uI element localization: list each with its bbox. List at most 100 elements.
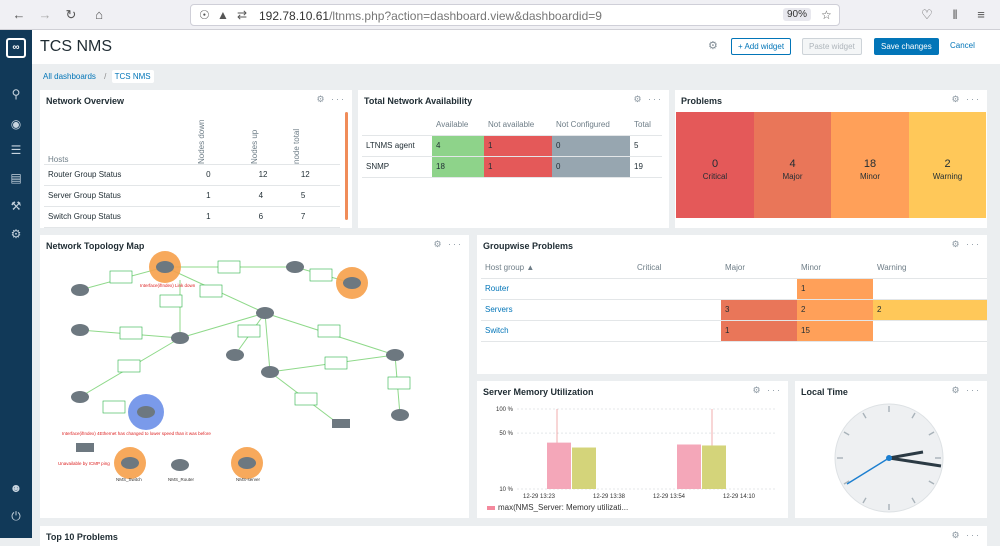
- clock-tick: [928, 431, 935, 436]
- legend-swatch: [487, 505, 495, 510]
- save-changes-button[interactable]: Save changes: [874, 38, 939, 55]
- menu-icon[interactable]: ≡: [977, 7, 985, 22]
- url-bar[interactable]: ☉ ▲ ⇄ 192.78.10.61/ltnms.php?action=dash…: [190, 4, 840, 26]
- host-group-link[interactable]: Servers: [481, 299, 633, 321]
- app-logo[interactable]: ∞: [6, 38, 26, 58]
- problem-severity-critical[interactable]: 0 Critical: [676, 112, 754, 218]
- cell-available: 18: [432, 156, 484, 178]
- col-header-available: Available: [432, 114, 484, 136]
- row-name: Server Group Status: [44, 185, 203, 207]
- widget-settings-gear-icon[interactable]: ⚙ ···: [752, 385, 782, 395]
- reports-chart-icon[interactable]: ▤: [10, 171, 22, 185]
- cell-major: [721, 278, 797, 300]
- dashboard-header: TCS NMS ⚙ + Add widget Paste widget Save…: [32, 30, 1000, 64]
- cell-up: 12: [254, 164, 297, 186]
- cell-total: 12: [296, 164, 340, 186]
- bar: [572, 447, 596, 489]
- node-label: NMS_Router: [168, 477, 195, 482]
- forward-icon[interactable]: →: [38, 7, 52, 22]
- widget-settings-gear-icon[interactable]: ⚙ ···: [951, 530, 981, 540]
- node-label: NMS_Switch: [116, 477, 142, 482]
- breadcrumb-all-dashboards[interactable]: All dashboards: [43, 72, 96, 81]
- col-header-total: Total: [630, 114, 662, 136]
- memory-chart: 100 % 50 % 10 % 12-29 13:23 12-29 13:38 12-29…: [496, 407, 777, 500]
- sign-out-icon[interactable]: ⏻: [11, 509, 21, 523]
- administration-icon[interactable]: ⚙: [10, 227, 22, 241]
- zoom-level[interactable]: 90%: [783, 8, 812, 21]
- user-icon[interactable]: ☻: [9, 481, 23, 495]
- widget-title: Problems: [681, 96, 723, 106]
- cell-minor[interactable]: 2: [797, 299, 873, 321]
- legend-label: max(NMS_Server: Memory utilizati...: [498, 503, 629, 512]
- cancel-button[interactable]: Cancel: [950, 41, 975, 50]
- back-icon[interactable]: ←: [12, 7, 26, 22]
- problem-severity-minor[interactable]: 18 Minor: [831, 112, 909, 218]
- cell-down: 1: [202, 206, 255, 228]
- local-time-widget: Local Time ⚙ ···: [795, 381, 987, 518]
- table-row: Servers 3 2 2: [481, 299, 987, 321]
- row-name: SNMP: [362, 156, 432, 178]
- widget-settings-gear-icon[interactable]: ⚙ ···: [951, 239, 981, 249]
- chart-legend: max(NMS_Server: Memory utilizati...: [487, 503, 628, 512]
- widget-settings-gear-icon[interactable]: ⚙ ···: [951, 385, 981, 395]
- cell-major[interactable]: 3: [721, 299, 797, 321]
- cell-major[interactable]: 1: [721, 320, 797, 342]
- cell-down: 0: [202, 164, 255, 186]
- cell-warning[interactable]: 2: [873, 299, 987, 321]
- configuration-wrench-icon[interactable]: ⚒: [10, 199, 22, 213]
- problem-severity-major[interactable]: 4 Major: [754, 112, 831, 218]
- library-icon[interactable]: ‖: [952, 7, 958, 22]
- top10-problems-widget: Top 10 Problems ⚙ ···: [40, 526, 987, 546]
- col-header-host-group[interactable]: Host group ▲: [481, 257, 633, 279]
- x-tick-label: 12-29 13:23: [523, 494, 556, 500]
- col-header-not-configured: Not Configured: [552, 114, 630, 136]
- cell-up: 6: [254, 206, 297, 228]
- cell-critical: [633, 320, 721, 342]
- dashboard-settings-gear-icon[interactable]: ⚙: [708, 40, 718, 52]
- cell-total: 5: [296, 185, 340, 207]
- col-header-nodes-down: Nodes down: [197, 119, 207, 164]
- host-group-link[interactable]: Router: [481, 278, 633, 300]
- link-labels: [102, 260, 411, 414]
- clock-tick: [928, 480, 935, 485]
- home-icon[interactable]: ⌂: [95, 7, 103, 22]
- router-icons: [71, 261, 409, 471]
- node-label: NMS-server: [236, 477, 261, 482]
- col-header-node-total: node total: [291, 128, 301, 164]
- clock-minute-hand: [888, 450, 924, 460]
- x-tick-label: 12-29 13:38: [593, 494, 626, 500]
- pocket-icon[interactable]: ♡: [921, 7, 933, 22]
- table-row: SNMP 18 1 0 19: [362, 156, 662, 178]
- paste-widget-button[interactable]: Paste widget: [802, 38, 862, 55]
- table-row: Router Group Status 0 12 12: [44, 164, 340, 186]
- row-name: LTNMS agent: [362, 135, 432, 157]
- cell-not-configured: 0: [552, 156, 630, 178]
- y-tick-label: 100 %: [496, 407, 514, 413]
- table-row: Router 1: [481, 278, 987, 300]
- table-row: Switch 1 15: [481, 320, 987, 342]
- cell-warning: [873, 278, 987, 300]
- search-icon[interactable]: ⚲: [11, 87, 21, 101]
- col-header-critical: Critical: [633, 257, 721, 279]
- scrollbar[interactable]: [345, 112, 348, 220]
- widget-title: Local Time: [801, 387, 848, 397]
- breadcrumb-current[interactable]: TCS NMS: [111, 70, 154, 83]
- add-widget-button[interactable]: + Add widget: [731, 38, 792, 55]
- cell-minor[interactable]: 15: [797, 320, 873, 342]
- monitoring-eye-icon[interactable]: ◉: [10, 117, 22, 131]
- inventory-list-icon[interactable]: ☰: [10, 143, 22, 157]
- widget-settings-gear-icon[interactable]: ⚙ ···: [951, 94, 981, 104]
- host-group-link[interactable]: Switch: [481, 320, 633, 342]
- widget-settings-gear-icon[interactable]: ⚙ ···: [316, 94, 346, 104]
- permissions-icon: ⇄: [237, 8, 248, 22]
- problem-severity-warning[interactable]: 2 Warning: [909, 112, 986, 218]
- clock-tick: [911, 412, 916, 419]
- clock-tick: [862, 497, 867, 504]
- widget-settings-gear-icon[interactable]: ⚙ ···: [433, 239, 463, 249]
- cell-minor[interactable]: 1: [797, 278, 873, 300]
- bookmark-star-icon[interactable]: ☆: [821, 8, 832, 22]
- widget-settings-gear-icon[interactable]: ⚙ ···: [633, 94, 663, 104]
- col-header-warning: Warning: [873, 257, 987, 279]
- reload-icon[interactable]: ↻: [65, 7, 77, 22]
- problem-count: 4: [789, 158, 796, 170]
